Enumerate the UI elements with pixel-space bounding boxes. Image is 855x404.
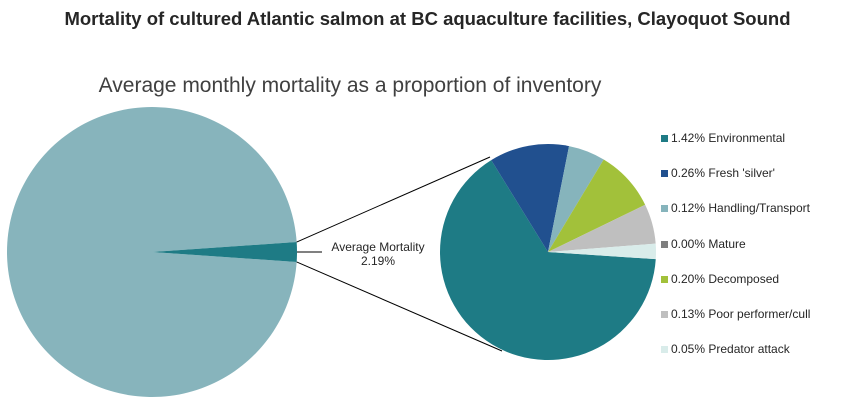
legend-label: 0.20% Decomposed [671, 271, 780, 286]
pie-slice-secondary [440, 160, 656, 360]
connector-line-top [296, 156, 491, 243]
chart-subtitle: Average monthly mortality as a proportio… [98, 74, 602, 97]
pie-slice-secondary [548, 159, 646, 252]
legend-swatch [661, 135, 668, 142]
pie-slice-average-mortality [152, 242, 297, 262]
legend-item: 0.26% Fresh 'silver' [661, 166, 810, 201]
legend: 1.42% Environmental 0.26% Fresh 'silver' 0… [661, 131, 810, 377]
chart-title: Mortality of cultured Atlantic salmon at… [64, 8, 791, 29]
legend-item: 0.13% Poor performer/cull [661, 307, 810, 342]
legend-item: 0.20% Decomposed [661, 272, 810, 307]
data-label-value: 2.19% [361, 254, 395, 268]
legend-item: 0.12% Handling/Transport [661, 201, 810, 236]
connector-line-bottom [296, 261, 503, 352]
legend-swatch [661, 310, 668, 318]
legend-swatch [661, 170, 668, 178]
pie-slice-secondary [548, 243, 656, 260]
pie-slice-secondary [548, 204, 656, 252]
legend-swatch [661, 205, 668, 213]
legend-label: 0.05% Predator attack [671, 342, 790, 357]
legend-item: 1.42% Environmental [661, 131, 810, 166]
legend-item: 0.00% Mature [661, 237, 810, 272]
legend-swatch [661, 240, 668, 248]
legend-label: 0.12% Handling/Transport [671, 201, 810, 216]
legend-swatch [661, 275, 668, 283]
legend-swatch [661, 346, 668, 354]
legend-item: 0.05% Predator attack [661, 342, 810, 377]
legend-label: 0.26% Fresh 'silver' [671, 166, 775, 181]
legend-label: 0.00% Mature [671, 236, 746, 251]
legend-label: 1.42% Environmental [671, 131, 786, 145]
legend-label: 0.13% Poor performer/cull [671, 306, 811, 321]
pie-slice-secondary [548, 146, 604, 252]
pie-slice-secondary [491, 144, 570, 252]
data-label-name: Average Mortality [331, 240, 424, 254]
pie-slice-other [6, 107, 297, 397]
